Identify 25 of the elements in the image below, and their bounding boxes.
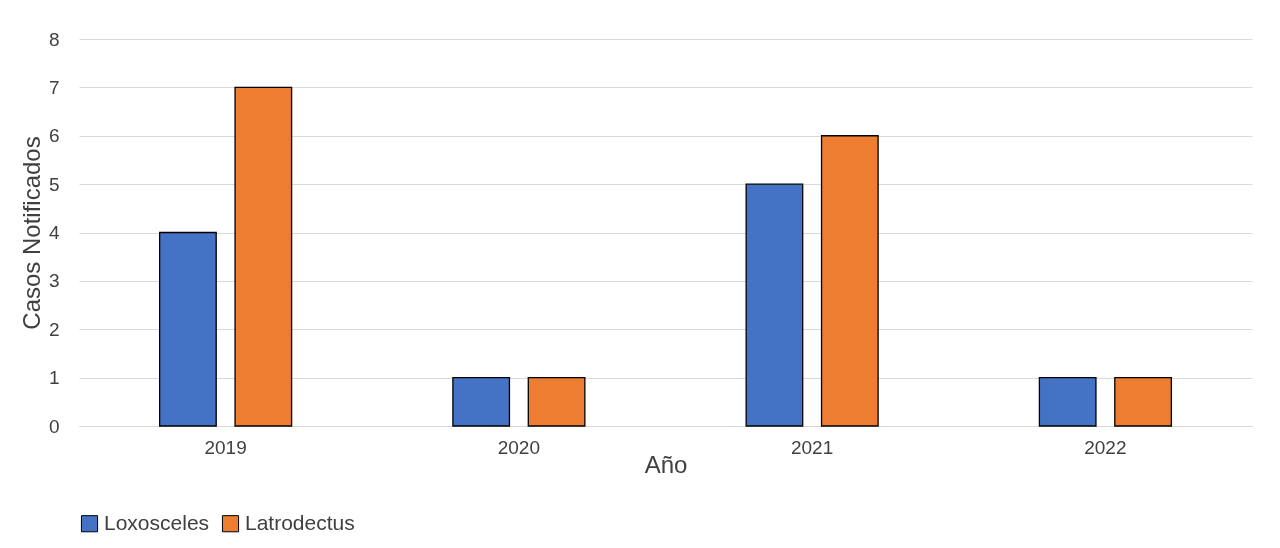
x-axis-title: Año — [644, 450, 688, 478]
bar — [452, 376, 511, 427]
y-tick-label: 2 — [48, 318, 60, 340]
bar — [158, 231, 217, 427]
x-tick-label: 2019 — [204, 436, 247, 458]
y-tick-label: 8 — [48, 28, 60, 50]
bar — [820, 135, 879, 427]
x-tick-label: 2021 — [790, 436, 834, 458]
y-tick-label: 6 — [48, 125, 60, 147]
x-tick-label: 2022 — [1084, 436, 1127, 458]
y-tick-label: 5 — [48, 173, 60, 195]
y-tick-label: 3 — [48, 270, 60, 292]
bar — [745, 183, 804, 427]
y-tick-label: 7 — [48, 76, 60, 98]
y-tick-label: 4 — [48, 222, 60, 243]
legend-label: Latrodectus — [245, 510, 355, 534]
x-tick-label: 2020 — [497, 436, 541, 458]
y-axis-title: Casos Notificados — [17, 136, 45, 330]
bar — [1038, 376, 1097, 427]
bar — [527, 376, 586, 427]
y-tick-label: 1 — [48, 367, 60, 389]
bar — [234, 86, 293, 427]
y-tick-label: 0 — [48, 415, 60, 437]
bar — [1114, 376, 1173, 427]
legend-label: Loxosceles — [104, 510, 210, 534]
